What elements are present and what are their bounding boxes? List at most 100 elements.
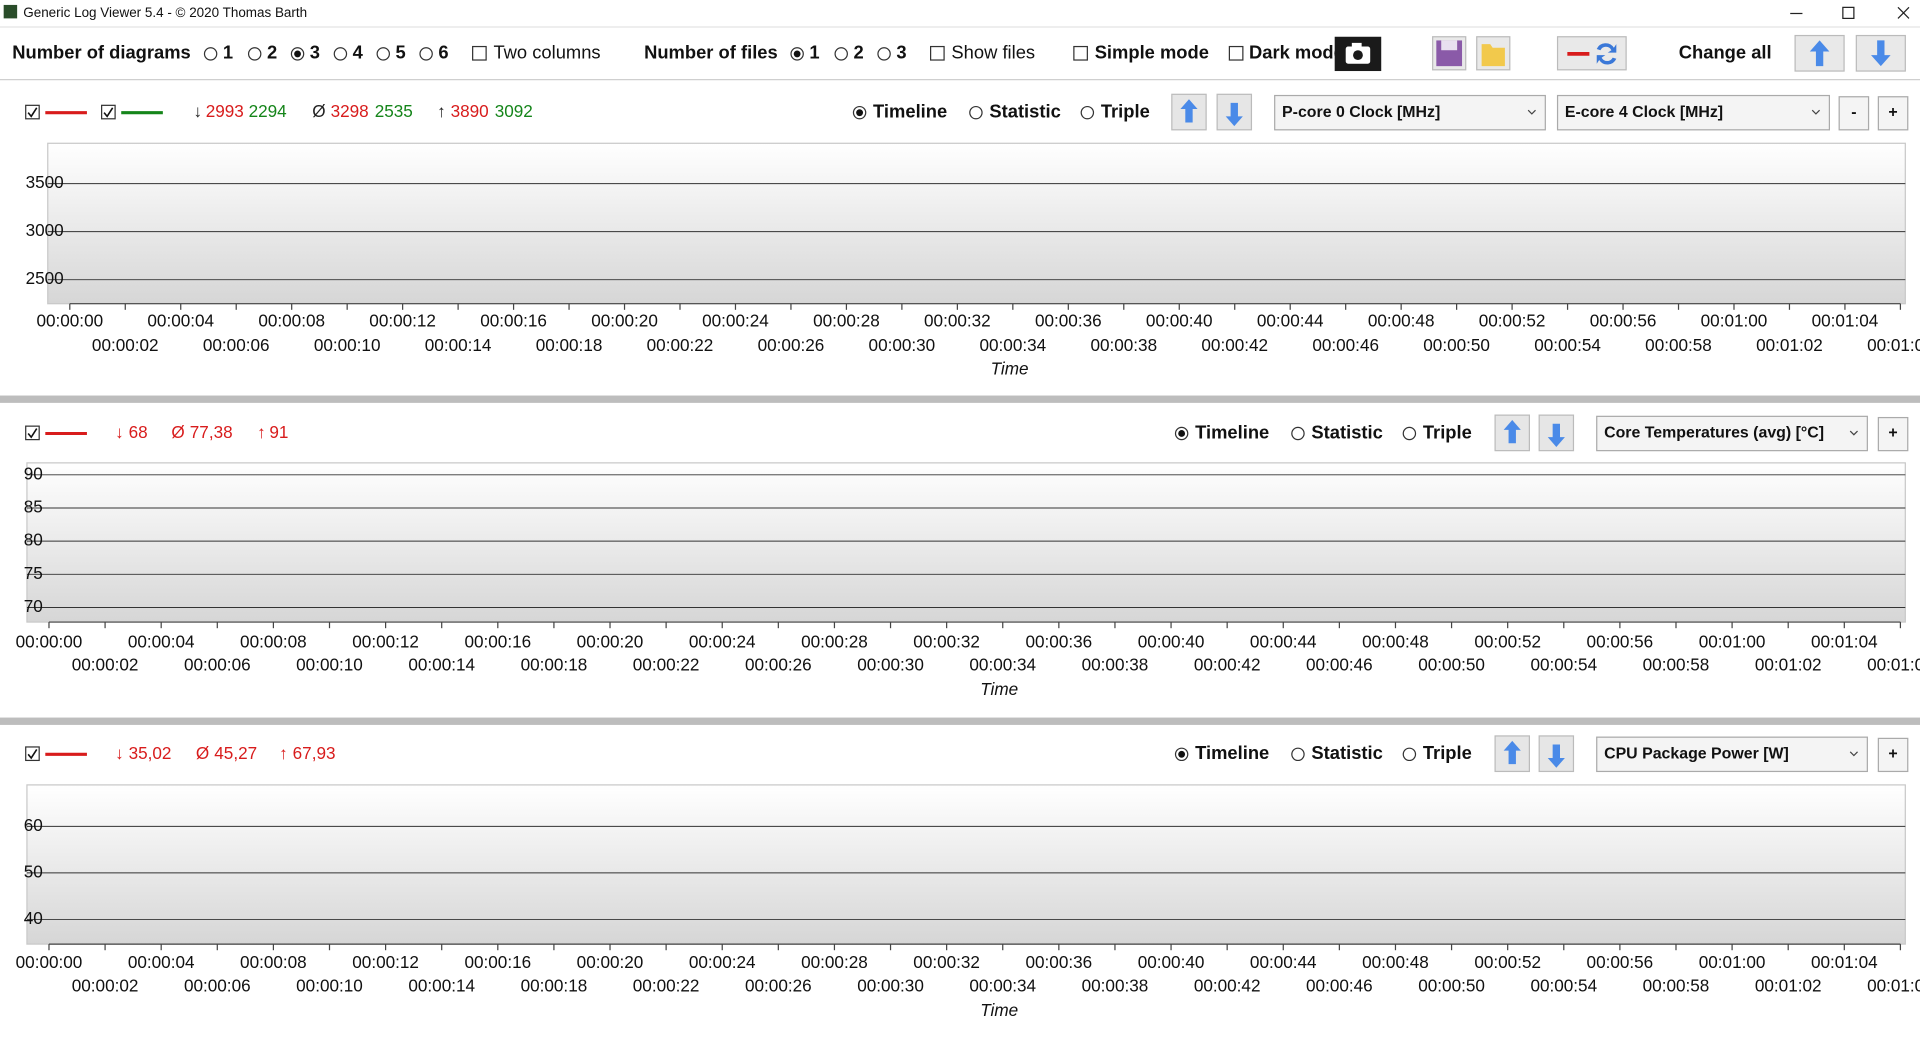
radio-dot [794, 50, 801, 57]
radio-button[interactable] [377, 48, 389, 60]
radio-button[interactable] [420, 48, 432, 60]
y-tick-label: 70 [24, 596, 43, 616]
stat-symbol: ↑ [437, 101, 446, 121]
checkbox[interactable] [1229, 47, 1242, 60]
radio-button[interactable] [204, 48, 216, 60]
x-tick-label: 00:00:22 [633, 655, 700, 675]
checkbox[interactable] [102, 105, 115, 118]
plot-area [27, 463, 1905, 622]
button-label: + [1888, 104, 1897, 121]
save-button[interactable] [1433, 37, 1466, 70]
radio-label: 1 [223, 42, 233, 63]
x-tick-label: 00:00:54 [1534, 335, 1601, 355]
x-tick-label: 00:01:04 [1811, 952, 1878, 972]
y-tick-label: 60 [24, 815, 43, 835]
x-tick-label: 00:00:20 [577, 631, 644, 651]
stat-value: 77,38 [190, 422, 233, 442]
x-tick-label: 00:00:04 [128, 952, 195, 972]
x-tick-label: 00:00:42 [1194, 655, 1261, 675]
stat-symbol: Ø [171, 422, 184, 442]
radio-button[interactable] [835, 48, 847, 60]
x-tick-label: 00:00:38 [1082, 655, 1149, 675]
x-tick-label: 00:00:52 [1474, 952, 1541, 972]
x-tick-label: 00:00:56 [1587, 631, 1654, 651]
x-axis-title: Time [991, 358, 1029, 378]
move-all-up-button[interactable] [1795, 36, 1844, 72]
stat-symbol: ↓ [115, 743, 124, 763]
radio-button[interactable] [970, 107, 982, 119]
x-tick-label: 00:00:48 [1362, 952, 1429, 972]
x-tick-label: 00:00:28 [813, 311, 880, 331]
x-tick-label: 00:00:28 [801, 631, 868, 651]
move-all-down-button[interactable] [1856, 36, 1905, 72]
checkbox[interactable] [931, 47, 944, 60]
dropdown-text: Core Temperatures (avg) [°C] [1604, 425, 1824, 442]
x-tick-label: 00:00:00 [16, 631, 83, 651]
x-tick-label: 00:00:08 [258, 311, 325, 331]
x-tick-label: 00:00:08 [240, 631, 307, 651]
dropdown-text: E-core 4 Clock [MHz] [1565, 104, 1723, 121]
stat-value: 35,02 [129, 743, 172, 763]
x-tick-label: 00:00:26 [745, 655, 812, 675]
x-tick-label: 00:00:10 [314, 335, 381, 355]
x-tick-label: 00:01:00 [1701, 311, 1768, 331]
x-tick-label: 00:00:04 [147, 311, 214, 331]
x-tick-label: 00:00:14 [408, 975, 475, 995]
x-tick-label: 00:00:58 [1643, 655, 1710, 675]
view-label: Triple [1423, 742, 1472, 763]
x-tick-label: 00:00:06 [184, 655, 251, 675]
x-tick-label: 00:00:52 [1479, 311, 1546, 331]
radio-button[interactable] [249, 48, 261, 60]
radio-button[interactable] [1081, 107, 1093, 119]
x-tick-label: 00:00:26 [745, 975, 812, 995]
radio-label: 6 [438, 42, 448, 63]
stat-value: 3298 [331, 101, 369, 121]
x-tick-label: 00:00:58 [1645, 335, 1712, 355]
checkbox[interactable] [26, 426, 39, 439]
radio-button[interactable] [1292, 427, 1304, 439]
x-tick-label: 00:01:06 [1867, 655, 1920, 675]
radio-button[interactable] [878, 48, 890, 60]
x-tick-label: 00:01:06 [1867, 975, 1920, 995]
x-tick-label: 00:00:00 [16, 952, 83, 972]
checkbox-label: Show files [951, 42, 1035, 63]
x-tick-label: 00:01:00 [1699, 631, 1766, 651]
radio-button[interactable] [1292, 748, 1304, 760]
checkbox[interactable] [26, 747, 39, 760]
x-tick-label: 00:01:02 [1756, 335, 1823, 355]
x-tick-label: 00:00:02 [72, 655, 139, 675]
swap-colors-button[interactable] [1558, 37, 1627, 70]
stat-symbol: ↓ [115, 422, 124, 442]
checkbox[interactable] [1074, 47, 1087, 60]
x-tick-label: 00:00:42 [1194, 975, 1261, 995]
radio-button[interactable] [1403, 427, 1415, 439]
button-label: + [1888, 746, 1897, 763]
open-button[interactable] [1477, 37, 1510, 70]
stat-value: 3092 [495, 101, 533, 121]
y-tick-label: 50 [24, 861, 43, 881]
x-tick-label: 00:00:56 [1590, 311, 1657, 331]
x-tick-label: 00:00:18 [536, 335, 603, 355]
x-tick-label: 00:00:08 [240, 952, 307, 972]
x-tick-label: 00:00:24 [689, 631, 756, 651]
x-tick-label: 00:01:04 [1811, 631, 1878, 651]
radio-label: 1 [809, 42, 819, 63]
content: Number of diagrams123456Two columnsNumbe… [12, 42, 1920, 1020]
x-tick-label: 00:00:04 [128, 631, 195, 651]
label: Number of diagrams [12, 42, 191, 63]
x-tick-label: 00:00:30 [869, 335, 936, 355]
checkbox[interactable] [473, 47, 486, 60]
checkbox[interactable] [26, 105, 39, 118]
dropdown-text: CPU Package Power [W] [1604, 746, 1789, 763]
x-tick-label: 00:00:34 [969, 975, 1036, 995]
radio-label: 2 [267, 42, 277, 63]
dropdown-text: P-core 0 Clock [MHz] [1282, 104, 1440, 121]
stat-value: 91 [269, 422, 288, 442]
stat-symbol: ↑ [257, 422, 266, 442]
radio-button[interactable] [334, 48, 346, 60]
x-tick-label: 00:00:48 [1368, 311, 1435, 331]
radio-button[interactable] [1403, 748, 1415, 760]
y-tick-label: 40 [24, 908, 43, 928]
panel-separator [0, 396, 1920, 403]
screenshot-button[interactable] [1335, 37, 1382, 71]
